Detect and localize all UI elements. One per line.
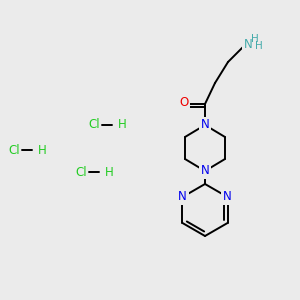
Text: Cl: Cl — [75, 166, 87, 178]
Text: H: H — [118, 118, 127, 131]
Text: Cl: Cl — [88, 118, 100, 131]
Text: N: N — [201, 164, 209, 178]
Text: H: H — [255, 41, 263, 51]
Text: Cl: Cl — [8, 143, 20, 157]
Text: O: O — [179, 97, 189, 110]
Text: N: N — [244, 38, 252, 50]
Text: H: H — [251, 34, 259, 44]
Text: H: H — [105, 166, 114, 178]
Text: N: N — [178, 190, 187, 203]
Text: N: N — [223, 190, 232, 203]
Text: N: N — [201, 118, 209, 131]
Text: H: H — [38, 143, 47, 157]
